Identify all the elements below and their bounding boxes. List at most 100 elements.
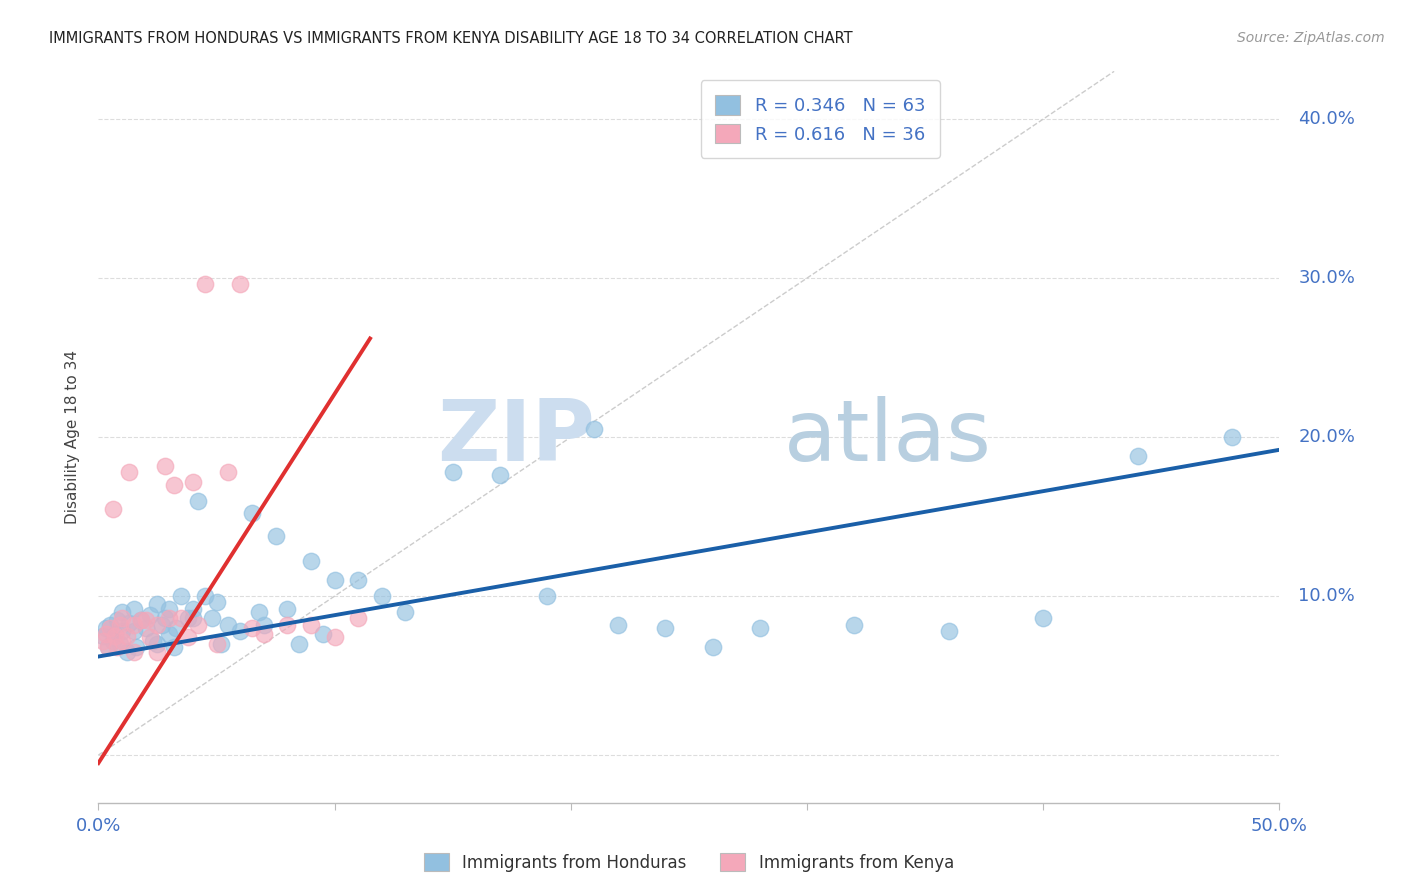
Point [104,627,127,641]
Point [441,465,464,479]
Point [108,637,131,651]
Point [94,621,117,635]
Point [91,629,114,643]
Point [187,493,209,508]
Point [194,589,217,603]
Point [323,573,346,587]
Point [104,629,127,643]
Point [748,621,770,635]
Point [299,617,322,632]
Point [97,640,120,654]
Text: 10.0%: 10.0% [1298,587,1355,605]
Point [229,277,252,292]
Text: IMMIGRANTS FROM HONDURAS VS IMMIGRANTS FROM KENYA DISABILITY AGE 18 TO 34 CORREL: IMMIGRANTS FROM HONDURAS VS IMMIGRANTS F… [49,31,853,46]
Point [536,589,558,603]
Point [371,589,394,603]
Point [163,640,186,654]
Point [347,573,370,587]
Point [94,627,117,641]
Point [163,477,186,491]
Point [122,624,145,638]
Point [394,605,416,619]
Point [844,617,866,632]
Point [170,589,193,603]
Point [1032,611,1054,625]
Point [288,637,311,651]
Point [165,621,187,635]
Point [98,621,121,635]
Point [253,627,276,641]
Point [240,621,263,635]
Point [157,611,180,625]
Point [247,605,270,619]
Point [323,631,346,645]
Point [122,617,145,632]
Point [153,611,176,625]
Point [229,624,252,638]
Point [118,616,141,631]
Point [702,640,724,654]
Point [240,507,263,521]
Point [129,613,152,627]
Point [142,633,165,648]
Point [194,277,217,292]
Point [115,629,138,643]
Point [129,613,152,627]
Y-axis label: Disability Age 18 to 34: Disability Age 18 to 34 [65,350,80,524]
Point [111,633,134,648]
Point [118,465,141,479]
Point [489,468,512,483]
Point [122,602,145,616]
Point [347,611,370,625]
Point [209,637,232,651]
Point [135,613,157,627]
Point [111,605,134,619]
Point [299,554,322,568]
Point [101,501,124,516]
Text: ZIP: ZIP [437,395,595,479]
Point [111,624,134,638]
Legend: Immigrants from Honduras, Immigrants from Kenya: Immigrants from Honduras, Immigrants fro… [418,847,960,879]
Point [146,617,169,632]
Point [654,621,676,635]
Point [125,640,148,654]
Point [607,617,630,632]
Point [146,645,169,659]
Point [139,631,162,645]
Text: atlas: atlas [783,395,991,479]
Text: 30.0%: 30.0% [1298,269,1355,287]
Point [177,611,200,625]
Text: Source: ZipAtlas.com: Source: ZipAtlas.com [1237,31,1385,45]
Point [938,624,960,638]
Point [177,631,200,645]
Text: 40.0%: 40.0% [1298,110,1355,128]
Point [108,617,131,632]
Point [181,602,204,616]
Point [217,617,239,632]
Point [157,627,180,641]
Point [146,637,169,651]
Point [205,595,228,609]
Point [264,529,287,543]
Point [105,640,128,654]
Point [1220,430,1243,444]
Point [201,611,224,625]
Point [122,645,145,659]
Point [101,633,124,648]
Point [170,611,193,625]
Point [217,465,239,479]
Point [187,617,209,632]
Point [312,627,335,641]
Point [105,613,128,627]
Point [98,617,121,632]
Point [157,602,180,616]
Point [583,422,606,436]
Point [276,602,298,616]
Point [111,611,134,625]
Point [276,617,298,632]
Point [181,611,204,625]
Point [1126,449,1149,463]
Point [153,458,176,473]
Point [97,640,120,654]
Point [150,617,173,632]
